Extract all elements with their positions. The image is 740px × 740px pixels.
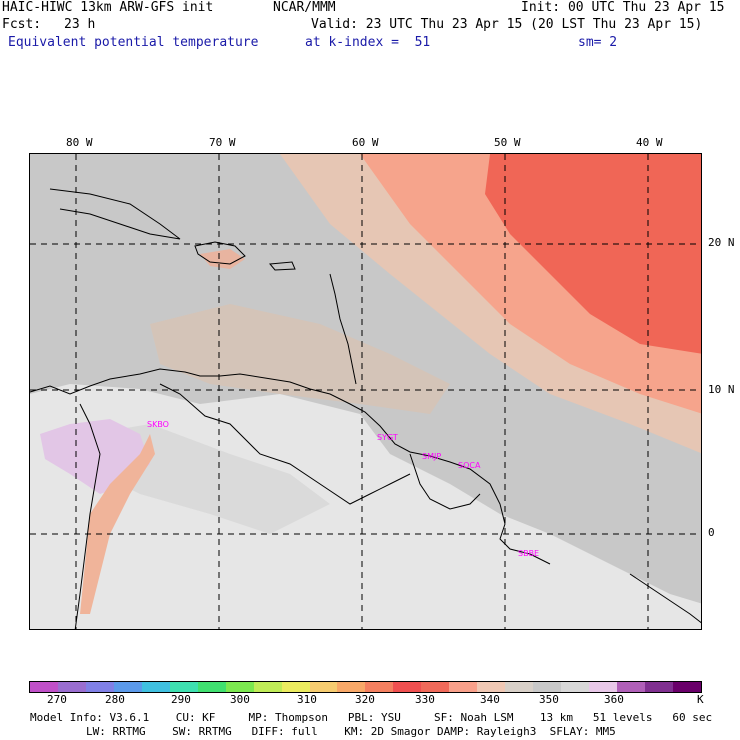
brazil-east-coast: [629, 573, 701, 624]
colorbar-swatch: [672, 682, 701, 692]
lat-label-20n: 20 N: [708, 236, 735, 249]
colorbar-swatch: [113, 682, 142, 692]
cuba-coast: [49, 188, 181, 240]
station-sygt: SYGT: [377, 433, 398, 442]
puerto-rico-coast: [269, 261, 296, 271]
colorbar-swatch: [644, 682, 673, 692]
guianas-borders: [409, 453, 481, 510]
station-skbo: SKBO: [147, 420, 169, 429]
colorbar-label-280: 280: [105, 693, 125, 706]
lon-label-40w: 40 W: [636, 136, 663, 149]
lon-label-50w: 50 W: [494, 136, 521, 149]
colorbar-label-unit: K: [697, 693, 704, 706]
country-borders: [159, 383, 411, 505]
orange-field-andes: [80, 434, 155, 614]
theta-e-map: SKBO SYGT SMJP SOCA SBBE: [30, 154, 701, 629]
colorbar-swatch: [449, 682, 478, 692]
model-info-line1: Model Info: V3.6.1 CU: KF MP: Thompson P…: [30, 711, 713, 724]
colorbar-label-340: 340: [480, 693, 500, 706]
tan-field-caribbean: [150, 304, 450, 414]
forecast-hours: 23 h: [64, 17, 96, 32]
colorbar-swatch: [225, 682, 254, 692]
colorbar-swatch: [197, 682, 226, 692]
colorbar-label-300: 300: [230, 693, 250, 706]
smoothing-info: sm= 2: [578, 35, 618, 50]
init-time: Init: 00 UTC Thu 23 Apr 15: [521, 0, 725, 15]
colorbar-swatch: [309, 682, 338, 692]
lon-label-60w: 60 W: [352, 136, 379, 149]
colorbar-swatch: [393, 682, 422, 692]
lon-label-80w: 80 W: [66, 136, 93, 149]
lon-label-70w: 70 W: [209, 136, 236, 149]
colorbar: [29, 681, 702, 693]
agency-label: NCAR/MMM: [273, 0, 336, 15]
colorbar-swatch: [253, 682, 282, 692]
level-info: at k-index = 51: [305, 35, 431, 50]
station-smjp: SMJP: [422, 452, 441, 461]
station-soca: SOCA: [458, 461, 481, 470]
colorbar-swatch: [169, 682, 198, 692]
colorbar-label-310: 310: [297, 693, 317, 706]
colorbar-label-320: 320: [355, 693, 375, 706]
colorbar-swatch: [589, 682, 618, 692]
colorbar-swatch: [30, 682, 58, 692]
map-panel: SKBO SYGT SMJP SOCA SBBE: [29, 153, 702, 630]
colorbar-label-350: 350: [539, 693, 559, 706]
coastlines: [30, 188, 701, 629]
colorbar-swatch: [617, 682, 645, 692]
colorbar-swatch: [561, 682, 590, 692]
colorbar-swatch: [57, 682, 86, 692]
model-title: HAIC-HIWC 13km ARW-GFS init: [2, 0, 214, 15]
model-info-line2: LW: RRTMG SW: RRTMG DIFF: full KM: 2D Sm…: [86, 725, 616, 738]
lesser-antilles: [329, 273, 357, 385]
colorbar-swatch: [141, 682, 170, 692]
lat-label-10n: 10 N: [708, 383, 735, 396]
forecast-label: Fcst:: [2, 17, 42, 32]
colorbar-label-330: 330: [415, 693, 435, 706]
station-sbbe: SBBE: [518, 549, 539, 558]
lat-label-0: 0: [708, 526, 715, 539]
south-america-north-coast: [30, 368, 551, 565]
field-name: Equivalent potential temperature: [8, 35, 259, 50]
colorbar-swatch: [85, 682, 114, 692]
colorbar-label-270: 270: [47, 693, 67, 706]
andes-western-edge: [74, 403, 101, 629]
red-field: [485, 154, 701, 354]
colorbar-swatch: [533, 682, 562, 692]
colorbar-swatch: [365, 682, 394, 692]
colorbar-swatch: [477, 682, 506, 692]
colorbar-swatch: [421, 682, 450, 692]
colorbar-label-360: 360: [604, 693, 624, 706]
valid-time: Valid: 23 UTC Thu 23 Apr 15 (20 LST Thu …: [311, 17, 703, 32]
hispaniola-warm: [200, 249, 245, 269]
colorbar-swatch: [281, 682, 310, 692]
graticule: [30, 154, 701, 629]
colorbar-swatch: [505, 682, 534, 692]
colorbar-swatch: [337, 682, 366, 692]
hispaniola-coast: [194, 241, 246, 265]
colorbar-label-290: 290: [171, 693, 191, 706]
